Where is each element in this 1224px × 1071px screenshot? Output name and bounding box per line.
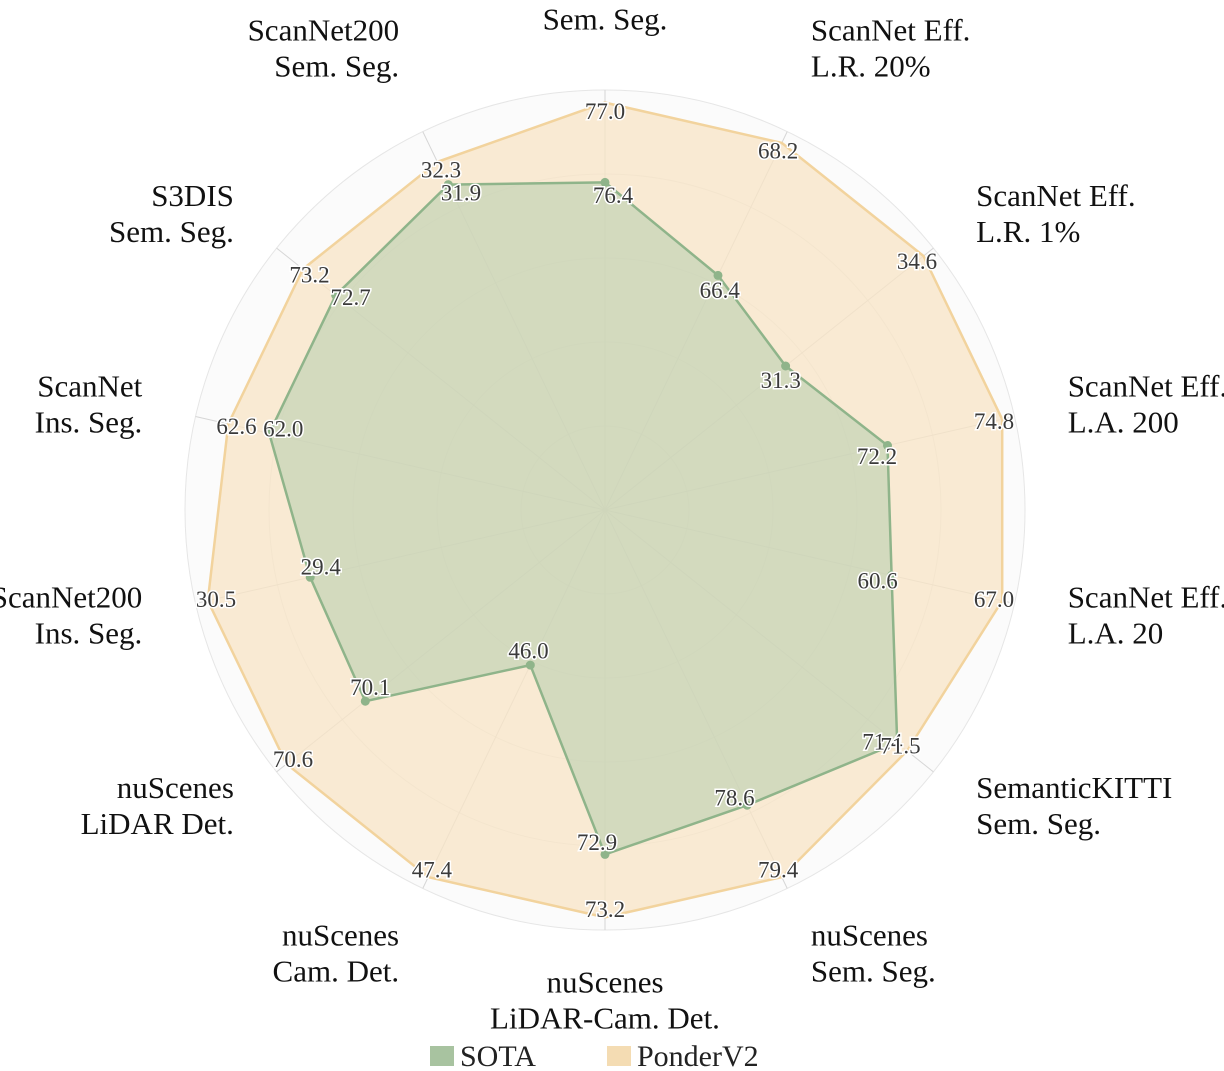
axis-label: nuScenes Cam. Det. [273,918,400,989]
sota-value-label: 70.1 [350,675,390,700]
legend-label-ponderv2: PonderV2 [637,1040,759,1071]
value-labels: 76.4 77.0 66.4 68.2 31.3 34.6 72.2 74.8 60.6 67.0… [194,98,1015,924]
axis-label: ScanNet200 Sem. Seg. [248,12,400,83]
sota-point [360,696,370,706]
sota-point [600,849,610,859]
axis-label: ScanNet200 Ins. Seg. [0,580,142,651]
sota-value-label: 72.2 [857,444,897,469]
sota-value-label: 66.4 [700,278,741,303]
ponder-value-label: 47.4 [412,858,453,883]
sota-point [883,441,892,450]
sota-point [305,572,315,582]
sota-value-label: 62.0 [263,416,303,441]
sota-point [887,570,897,580]
sota-value-label: 72.9 [577,830,617,855]
sota-point [892,738,902,748]
axis-labels: ScanNetSem. Seg. ScanNet Eff.L.R. 20% Scan… [0,0,1224,1036]
axis-label: ScanNet Eff. L.R. 20% [811,12,971,83]
sota-value-label: 78.6 [714,785,754,810]
sota-value-label: 46.0 [508,638,548,663]
sota-value-label: 31.9 [441,181,481,206]
sota-point [742,800,752,810]
axis-label: ScanNet Ins. Seg. [35,368,143,439]
axis-label: ScanNet Eff. L.A. 200 [1068,368,1224,439]
axis-label: ScanNet Eff. L.A. 20 [1068,580,1224,651]
legend: SOTA PonderV2 [430,1040,759,1071]
axis-label: nuScenes Sem. Seg. [811,918,936,989]
ponder-value-label: 73.2 [289,262,329,287]
axis-label: ScanNet Eff. L.R. 1% [976,178,1136,249]
ponder-value-label: 62.6 [216,414,256,439]
axis-label: S3DIS Sem. Seg. [109,178,234,249]
sota-value-label: 71.4 [862,730,903,755]
sota-point [600,177,610,187]
sota-series [264,177,902,859]
sota-value-label: 29.4 [301,555,342,580]
sota-point [781,361,791,371]
sota-value-label: 72.7 [330,285,370,310]
axis-label: ScanNetSem. Seg. [543,0,668,36]
sota-point [713,270,723,280]
ponder-value-label: 77.0 [585,99,625,124]
sota-value-label: 76.4 [593,183,634,208]
ponder-value-label: 74.8 [974,409,1014,434]
ponder-value-label: 70.6 [273,747,313,772]
ponder-value-label: 30.5 [196,587,236,612]
ponder-value-label: 32.3 [421,157,461,182]
sota-point [264,428,274,438]
ponder-value-label: 67.0 [974,587,1014,612]
ponder-value-label: 34.6 [897,249,937,274]
legend-label-sota: SOTA [460,1040,536,1071]
sota-point [331,290,341,300]
axis-label: SemanticKITTI Sem. Seg. [976,770,1172,841]
sota-value-label: 60.6 [857,568,897,593]
ponder-value-label: 73.2 [585,897,625,922]
sota-point [525,660,535,670]
ponder-value-label: 71.5 [880,734,920,759]
legend-swatch-sota [430,1046,454,1066]
axis-label: nuScenes LiDAR Det. [81,770,234,841]
ponder-value-label: 79.4 [758,858,799,883]
sota-value-label: 31.3 [761,368,801,393]
ponder-value-label: 68.2 [758,139,798,164]
legend-swatch-pondertv2 [607,1046,631,1066]
sota-point [443,180,453,190]
axis-label: nuScenes LiDAR-Cam. Det. [490,965,720,1036]
